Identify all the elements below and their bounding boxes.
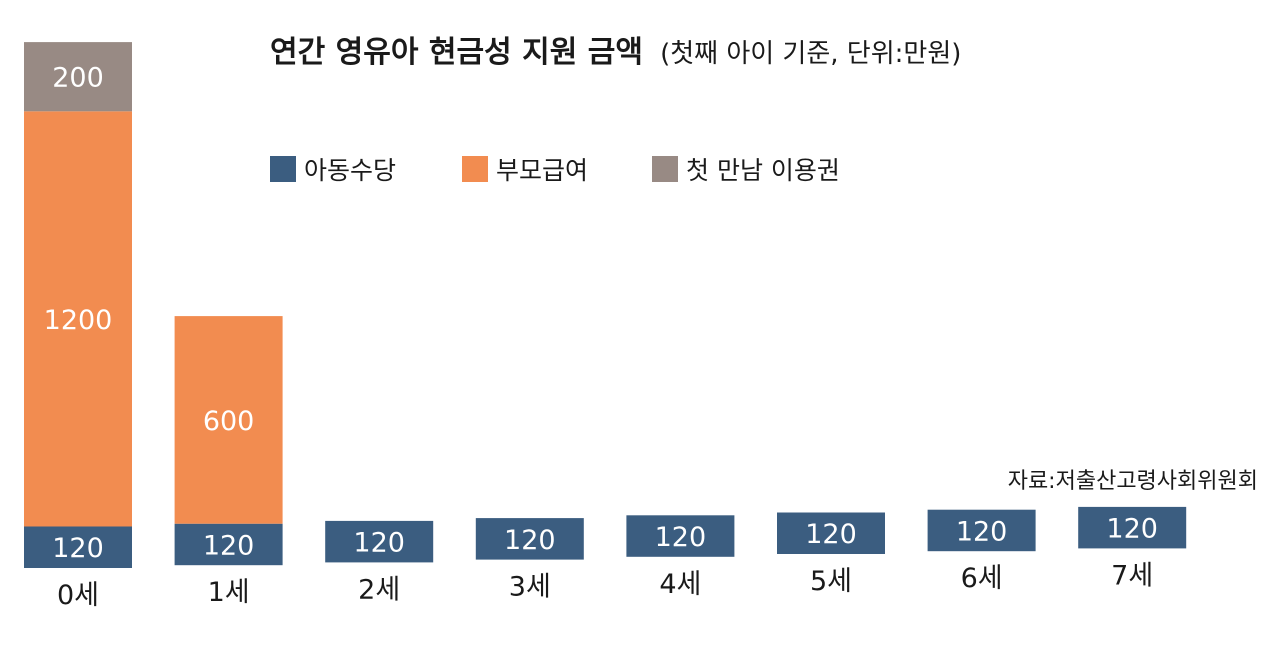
source-note: 자료:저출산고령사회위원회 (1008, 469, 1258, 494)
x-tick-label: 4세 (659, 569, 701, 600)
legend-swatch (270, 156, 296, 182)
x-tick-label: 1세 (208, 577, 250, 608)
data-label-0세-부모급여: 1200 (44, 305, 113, 336)
legend-item: 첫 만남 이용권 (652, 156, 840, 185)
legend-label: 부모급여 (496, 156, 588, 185)
data-label-1세-부모급여: 600 (203, 406, 255, 437)
x-tick-label: 5세 (810, 566, 852, 597)
bar-5세-아동수당 (777, 512, 885, 554)
bar-0세-첫 만남 이용권 (24, 42, 132, 112)
bar-4세-아동수당 (626, 515, 735, 557)
x-tick-label: 2세 (358, 574, 400, 605)
legend: 아동수당 부모급여 첫 만남 이용권 (270, 156, 840, 185)
data-label-7세-아동수당: 120 (1106, 514, 1158, 545)
legend-label: 아동수당 (304, 156, 396, 185)
legend-swatch (652, 156, 678, 182)
data-label-6세-아동수당: 120 (956, 516, 1008, 547)
bar-1세-부모급여 (174, 316, 283, 524)
x-tick-label: 3세 (509, 572, 551, 603)
value-labels: 120 1200 200 120 600 120 120 120 120 120 120 (44, 63, 1158, 565)
bar-2세-아동수당 (325, 520, 434, 563)
data-label-5세-아동수당: 120 (805, 519, 857, 550)
bar-7세-아동수당 (1078, 506, 1187, 549)
legend-swatch (462, 156, 488, 182)
svg-text:연간 영유아 현금성 지원 금액 (첫째 아이: 연간 영유아 현금성 지원 금액 (첫째 아이 기준, 단위:만원) (270, 35, 961, 70)
bar-1세-아동수당 (174, 523, 283, 566)
data-label-3세-아동수당: 120 (504, 525, 556, 556)
x-tick-label: 7세 (1111, 560, 1153, 591)
data-label-4세-아동수당: 120 (655, 522, 707, 553)
legend-item: 부모급여 (462, 156, 588, 185)
bar-6세-아동수당 (927, 509, 1036, 552)
data-label-2세-아동수당: 120 (353, 528, 405, 559)
legend-label: 첫 만남 이용권 (686, 156, 840, 185)
bar-3세-아동수당 (475, 518, 584, 560)
chart-title: 연간 영유아 현금성 지원 금액 (270, 35, 643, 70)
bar-0세-부모급여 (24, 111, 132, 527)
bar-0세-아동수당 (24, 526, 132, 568)
data-label-0세-아동수당: 120 (52, 533, 104, 564)
x-tick-label: 6세 (961, 563, 1003, 594)
x-axis-labels: 0세 1세 2세 3세 4세 5세 6세 7세 (57, 560, 1153, 611)
chart-title-group: 연간 영유아 현금성 지원 금액 (첫째 아이 기준, 단위:만원) (270, 35, 961, 70)
x-tick-label: 0세 (57, 580, 99, 611)
chart-subtitle: (첫째 아이 기준, 단위:만원) (660, 39, 961, 69)
data-label-1세-아동수당: 120 (203, 530, 255, 561)
legend-item: 아동수당 (270, 156, 396, 185)
bars (24, 42, 1187, 568)
data-label-0세-첫 만남 이용권: 200 (52, 63, 104, 94)
